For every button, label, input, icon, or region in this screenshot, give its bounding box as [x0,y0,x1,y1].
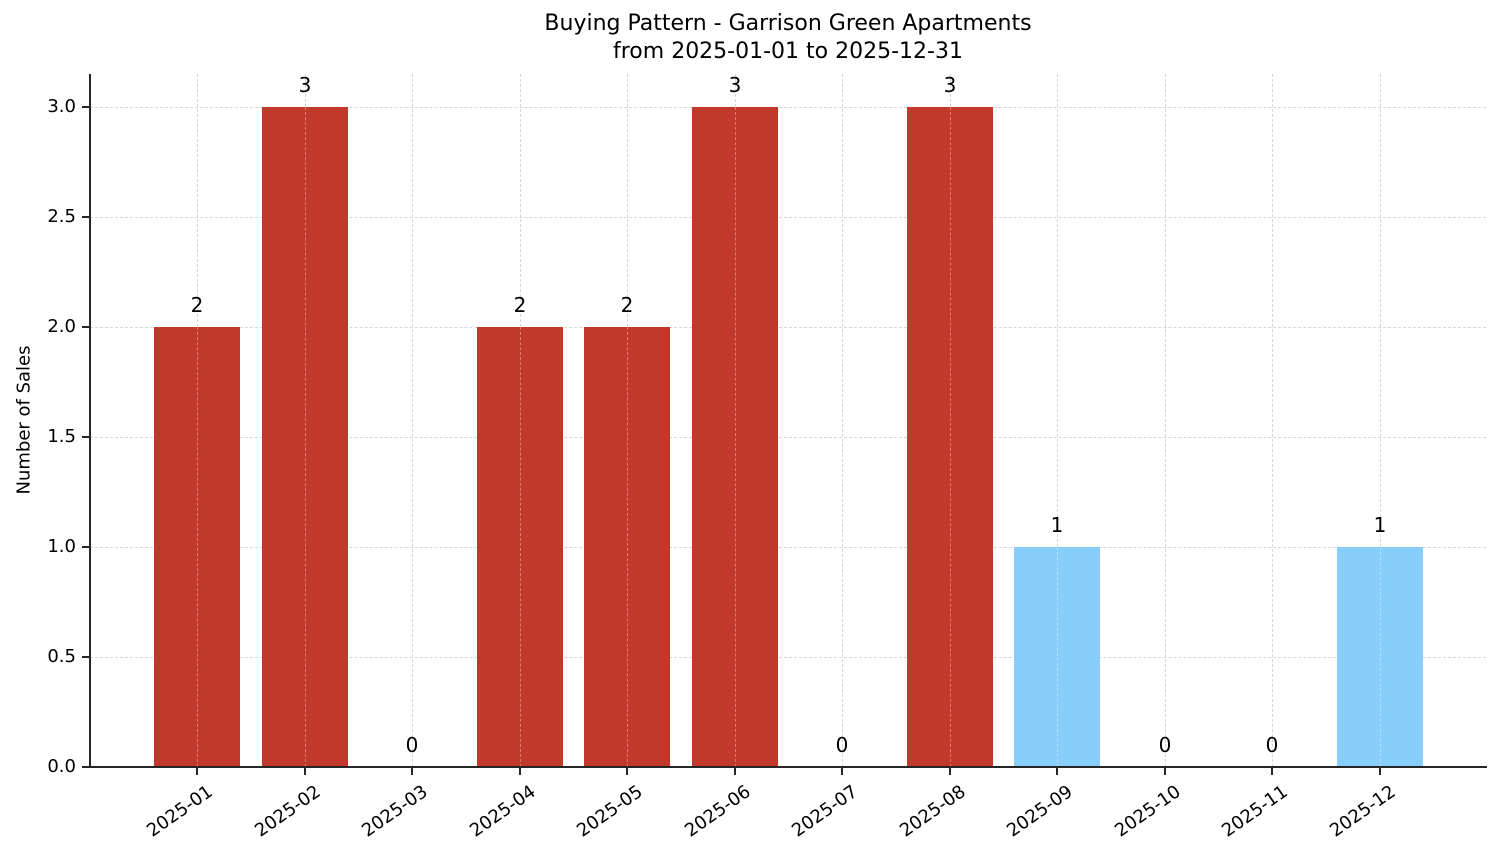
y-tick-mark [82,326,90,328]
y-tick-label: 1.5 [47,426,76,447]
bar-2025-02 [262,107,348,767]
x-tick-label: 2025-04 [465,781,540,842]
bar-gridline [735,107,736,767]
bar-value-label: 0 [1265,733,1279,757]
bar-value-label: 3 [943,73,957,97]
x-tick-mark [949,767,951,775]
v-gridline [1165,74,1166,767]
x-tick-mark [519,767,521,775]
y-tick-label: 2.5 [47,206,76,227]
bar-gridline [197,327,198,767]
x-tick-label: 2025-06 [680,781,755,842]
bar-value-label: 0 [1158,733,1172,757]
x-tick-label: 2025-03 [357,781,432,842]
bar-value-label: 0 [835,733,849,757]
x-tick-label: 2025-05 [572,781,647,842]
v-gridline [842,74,843,767]
bar-value-label: 2 [513,293,527,317]
x-tick-mark [1379,767,1381,775]
y-tick-label: 3.0 [47,96,76,117]
bar-gridline [520,327,521,767]
bar-2025-12 [1337,547,1423,767]
bar-gridline [1057,547,1058,767]
bar-value-label: 3 [298,73,312,97]
x-tick-mark [1056,767,1058,775]
x-tick-mark [626,767,628,775]
h-gridline [90,327,1486,328]
chart-title-line1: Buying Pattern - Garrison Green Apartmen… [544,11,1032,36]
y-axis-line [89,74,91,768]
bar-value-label: 2 [190,293,204,317]
y-tick-mark [82,436,90,438]
x-tick-mark [304,767,306,775]
x-tick-label: 2025-11 [1217,781,1292,842]
x-tick-mark [1164,767,1166,775]
h-gridline [90,107,1486,108]
x-tick-label: 2025-08 [895,781,970,842]
bar-gridline [950,107,951,767]
x-tick-mark [411,767,413,775]
bar-value-label: 1 [1373,513,1387,537]
chart-title: Buying Pattern - Garrison Green Apartmen… [0,10,1501,66]
bar-2025-05 [584,327,670,767]
x-tick-label: 2025-07 [787,781,862,842]
y-tick-mark [82,216,90,218]
bar-2025-08 [907,107,993,767]
y-tick-mark [82,546,90,548]
x-tick-mark [841,767,843,775]
y-tick-mark [82,106,90,108]
y-tick-label: 2.0 [47,316,76,337]
y-tick-label: 0.0 [47,756,76,777]
bar-2025-06 [692,107,778,767]
y-axis-title: Number of Sales [13,345,35,495]
h-gridline [90,547,1486,548]
v-gridline [412,74,413,767]
chart-title-line2: from 2025-01-01 to 2025-12-31 [613,39,963,64]
x-tick-mark [1271,767,1273,775]
bar-2025-01 [154,327,240,767]
x-axis-line [89,766,1487,768]
h-gridline [90,217,1486,218]
bar-value-label: 0 [405,733,419,757]
x-tick-mark [734,767,736,775]
h-gridline [90,437,1486,438]
v-gridline [1272,74,1273,767]
v-gridline [1057,74,1058,767]
x-tick-label: 2025-01 [142,781,217,842]
bar-value-label: 2 [620,293,634,317]
bar-value-label: 3 [728,73,742,97]
v-gridline [1380,74,1381,767]
x-tick-mark [196,767,198,775]
x-tick-label: 2025-02 [250,781,325,842]
bar-2025-09 [1014,547,1100,767]
x-tick-label: 2025-12 [1325,781,1400,842]
bar-gridline [627,327,628,767]
h-gridline [90,657,1486,658]
x-tick-label: 2025-09 [1002,781,1077,842]
bar-gridline [305,107,306,767]
y-tick-label: 0.5 [47,646,76,667]
x-tick-label: 2025-10 [1110,781,1185,842]
bar-value-label: 1 [1050,513,1064,537]
y-tick-mark [82,656,90,658]
bar-gridline [1380,547,1381,767]
y-tick-mark [82,766,90,768]
bar-2025-04 [477,327,563,767]
y-tick-label: 1.0 [47,536,76,557]
